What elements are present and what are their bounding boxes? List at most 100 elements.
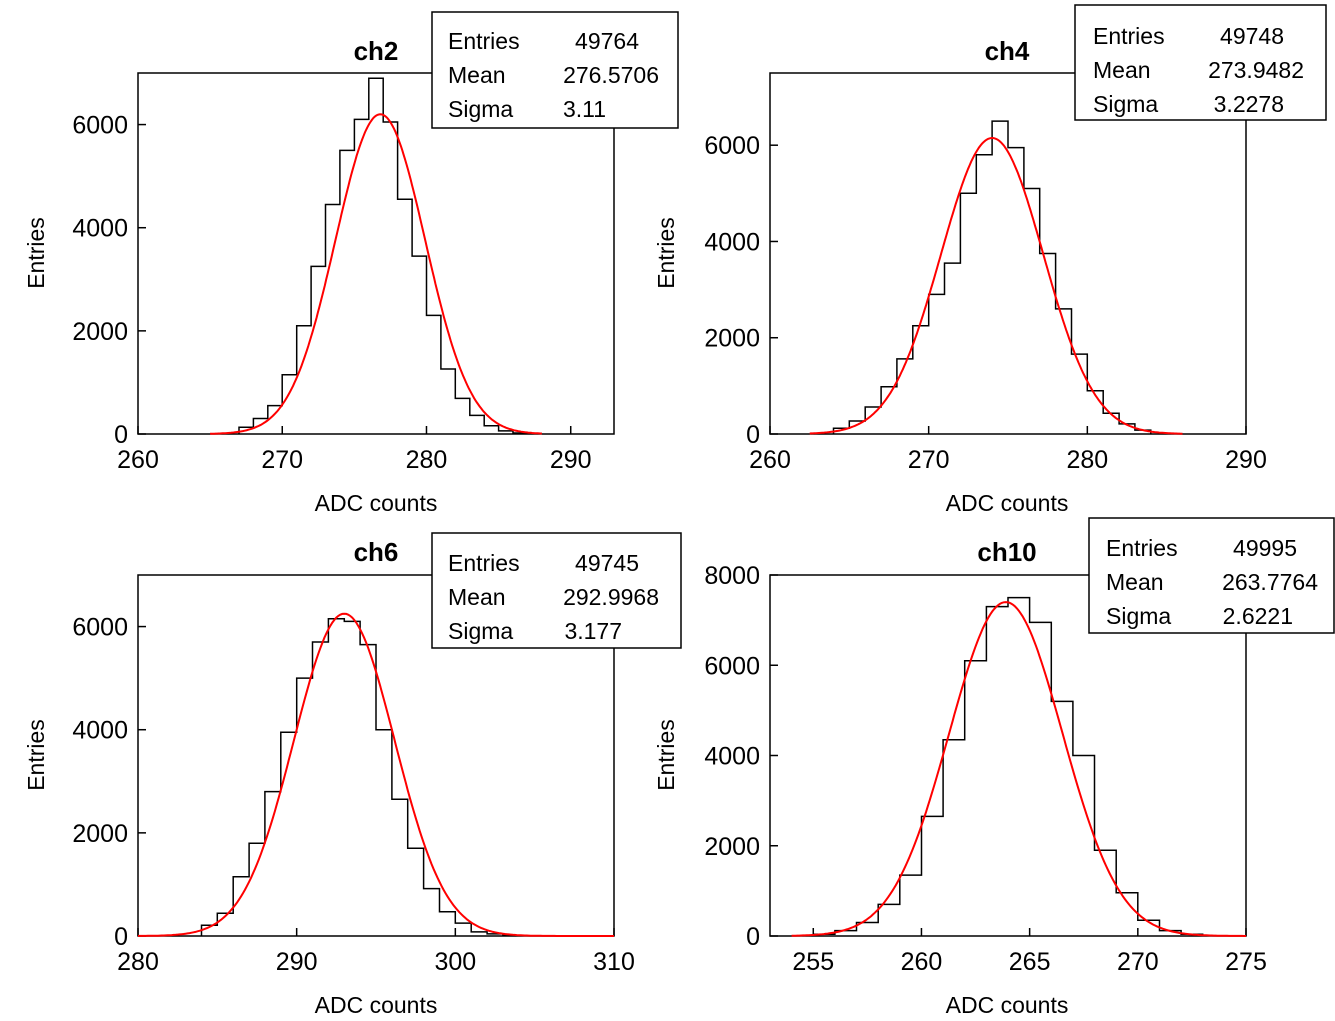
y-tick-label: 6000	[72, 112, 128, 140]
x-tick-label: 280	[1066, 446, 1108, 474]
histogram-steps	[832, 120, 1152, 434]
stat-mean-label: Mean	[1106, 569, 1164, 595]
y-tick-label: 4000	[704, 228, 760, 256]
x-axis-label: ADC counts	[315, 490, 438, 516]
y-tick-label: 4000	[72, 717, 128, 745]
x-tick-label: 260	[901, 948, 943, 976]
x-tick-label: 270	[908, 446, 950, 474]
y-axis-label: Entries	[653, 719, 679, 791]
stat-entries-value: 49764	[575, 28, 639, 54]
stat-entries-label: Entries	[1093, 23, 1165, 49]
stat-mean-value: 292.9968	[563, 584, 659, 610]
stat-mean-label: Mean	[448, 62, 506, 88]
panel-ch6: 280 290 300 310 0 2000 4000 6000 ch6 ADC count…	[23, 532, 682, 1018]
x-axis-ticks: 260 270 280 290	[749, 426, 1267, 474]
stat-mean-label: Mean	[1093, 57, 1151, 83]
y-axis-label: Entries	[23, 217, 49, 289]
x-tick-label: 280	[406, 446, 448, 474]
y-axis-label: Entries	[23, 719, 49, 791]
panel-ch2: 260 270 280 290 0 2000 4000 6000 ch2 ADC count…	[23, 11, 679, 516]
y-tick-label: 6000	[704, 652, 760, 680]
x-tick-label: 270	[1117, 948, 1159, 976]
x-tick-label: 290	[1225, 446, 1267, 474]
histogram-steps	[812, 596, 1204, 936]
histogram-steps	[200, 618, 520, 936]
y-tick-label: 4000	[704, 743, 760, 771]
stats-box-frame	[1074, 4, 1327, 121]
y-tick-label: 6000	[704, 132, 760, 160]
y-tick-label: 6000	[72, 614, 128, 642]
x-axis-ticks: 280 290 300 310	[117, 928, 635, 976]
stat-mean-value: 276.5706	[563, 62, 659, 88]
histogram-steps	[238, 77, 529, 434]
stat-mean-value: 273.9482	[1208, 57, 1304, 83]
y-axis-label: Entries	[653, 217, 679, 289]
x-tick-label: 275	[1225, 948, 1267, 976]
stat-sigma-value: 3.2278	[1214, 91, 1284, 117]
y-axis-ticks: 0 2000 4000 6000	[72, 112, 146, 449]
stat-sigma-value: 3.177	[564, 618, 622, 644]
stat-sigma-label: Sigma	[448, 618, 513, 644]
x-tick-label: 260	[117, 446, 159, 474]
y-tick-label: 4000	[72, 215, 128, 243]
stats-box: Entries 49745 Mean 292.9968 Sigma 3.177	[431, 532, 682, 649]
y-tick-label: 0	[114, 923, 128, 951]
x-tick-label: 265	[1009, 948, 1051, 976]
y-tick-label: 0	[746, 421, 760, 449]
panel-ch10: 255 260 265 270 275 0 2000 4000 6000 8000 ch10 A…	[653, 517, 1335, 1018]
x-axis-label: ADC counts	[315, 992, 438, 1018]
chart-title: ch10	[977, 537, 1036, 567]
x-tick-label: 280	[117, 948, 159, 976]
stats-box-frame	[1088, 517, 1335, 634]
stats-box: Entries 49764 Mean 276.5706 Sigma 3.11	[431, 11, 679, 129]
stat-sigma-value: 3.11	[563, 96, 606, 122]
stat-entries-value: 49995	[1233, 535, 1297, 561]
stat-mean-value: 263.7764	[1222, 569, 1318, 595]
x-axis-label: ADC counts	[946, 490, 1069, 516]
stats-box: Entries 49748 Mean 273.9482 Sigma 3.2278	[1074, 4, 1327, 121]
gaussian-fit-curve	[138, 612, 614, 937]
y-axis-ticks: 0 2000 4000 6000 8000	[704, 562, 778, 951]
stats-box: Entries 49995 Mean 263.7764 Sigma 2.6221	[1088, 517, 1335, 634]
y-tick-label: 0	[746, 923, 760, 951]
chart-title: ch4	[985, 36, 1030, 66]
chart-title: ch6	[354, 537, 399, 567]
stat-entries-label: Entries	[448, 28, 520, 54]
stat-entries-value: 49745	[575, 550, 639, 576]
stat-sigma-label: Sigma	[1106, 603, 1171, 629]
gaussian-fit-curve	[791, 601, 1246, 937]
y-tick-label: 2000	[72, 318, 128, 346]
x-axis-ticks: 255 260 265 270 275	[792, 928, 1267, 976]
x-tick-label: 290	[550, 446, 592, 474]
y-axis-ticks: 0 2000 4000 6000	[72, 614, 146, 951]
x-axis-ticks: 260 270 280 290	[117, 426, 592, 474]
y-axis-ticks: 0 2000 4000 6000	[704, 132, 778, 449]
chart-title: ch2	[354, 36, 399, 66]
x-tick-label: 310	[593, 948, 635, 976]
stat-entries-label: Entries	[448, 550, 520, 576]
x-tick-label: 255	[792, 948, 834, 976]
stat-sigma-label: Sigma	[1093, 91, 1158, 117]
stat-sigma-label: Sigma	[448, 96, 513, 122]
gaussian-fit-curve	[210, 113, 542, 435]
stat-entries-label: Entries	[1106, 535, 1178, 561]
y-tick-label: 8000	[704, 562, 760, 590]
x-tick-label: 270	[261, 446, 303, 474]
gaussian-fit-curve	[809, 137, 1183, 435]
stat-entries-value: 49748	[1220, 23, 1284, 49]
x-tick-label: 260	[749, 446, 791, 474]
x-axis-label: ADC counts	[946, 992, 1069, 1018]
stats-box-frame	[431, 11, 679, 129]
y-tick-label: 2000	[704, 833, 760, 861]
plot-frame	[769, 72, 1247, 435]
x-tick-label: 290	[276, 948, 318, 976]
plot-frame	[137, 574, 615, 937]
y-tick-label: 0	[114, 421, 128, 449]
y-tick-label: 2000	[704, 325, 760, 353]
panel-ch4: 260 270 280 290 0 2000 4000 6000 ch4 ADC count…	[653, 4, 1327, 516]
stat-mean-label: Mean	[448, 584, 506, 610]
y-tick-label: 2000	[72, 820, 128, 848]
stat-sigma-value: 2.6221	[1223, 603, 1293, 629]
x-tick-label: 300	[434, 948, 476, 976]
stats-box-frame	[431, 532, 682, 649]
